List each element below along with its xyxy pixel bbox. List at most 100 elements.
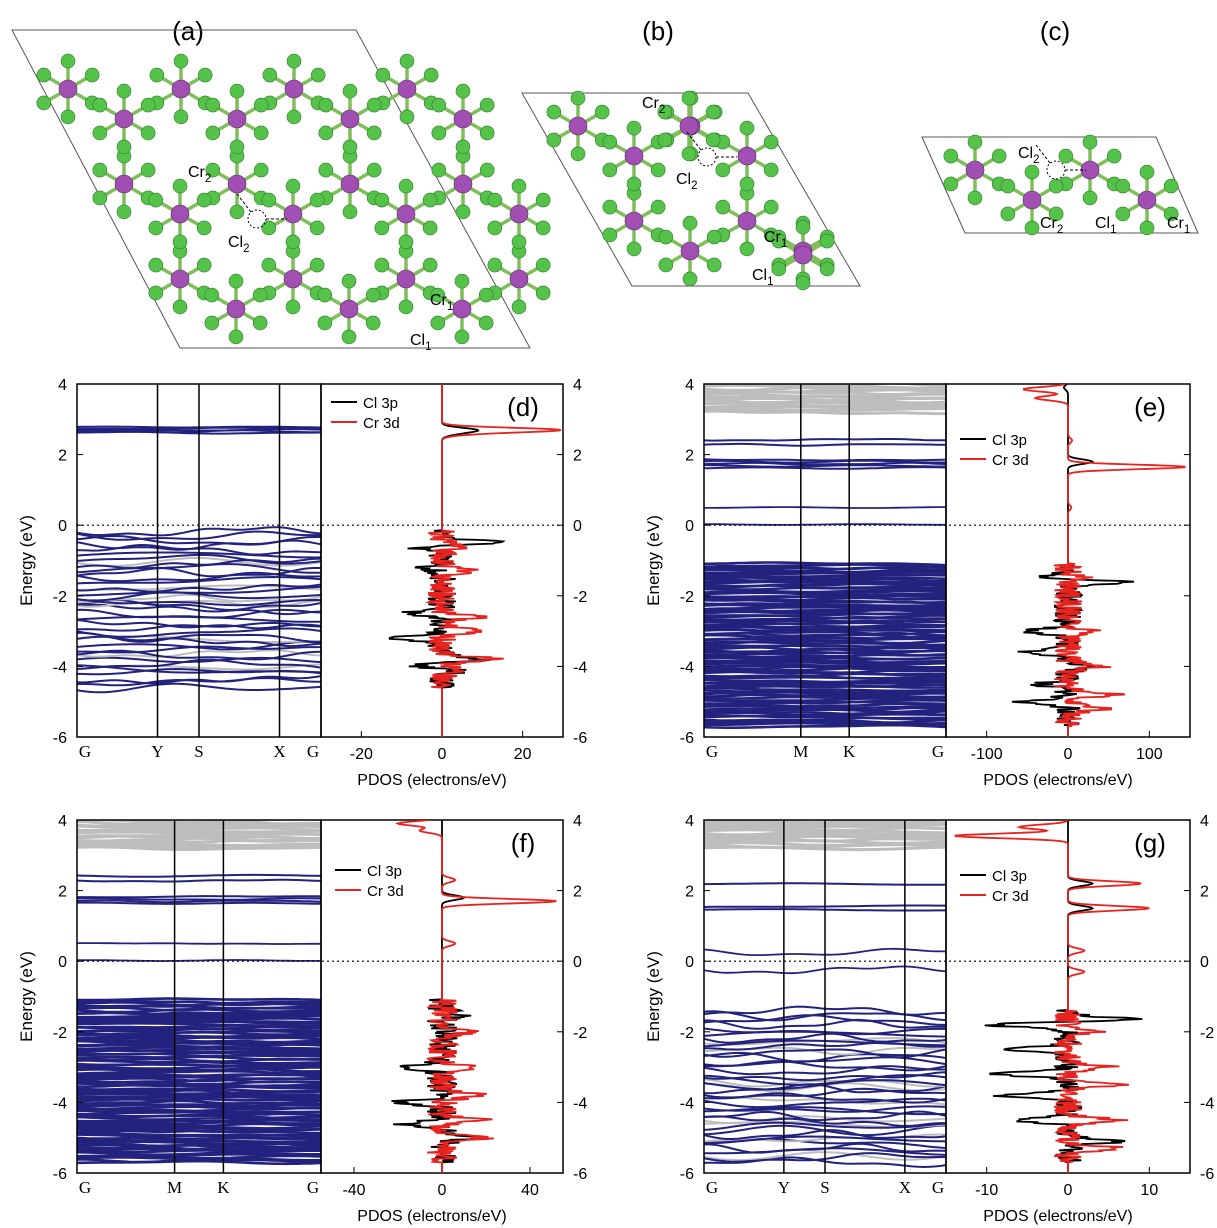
chlorine-atom [602,227,618,243]
midgap-band [704,523,946,526]
chlorine-atom [116,204,132,220]
x-tick-label: 100 [1136,746,1163,763]
chlorine-atom [511,234,527,250]
chlorine-atom [204,315,220,331]
y-tick-label-right: -4 [1200,1095,1214,1112]
legend-label: Cl 3p [363,395,398,412]
y-tick-label-right: 0 [573,954,582,971]
chlorine-atom [36,95,52,111]
chlorine-atom [455,204,471,220]
vacancy-dash [236,193,252,213]
chlorine-atom [706,229,722,245]
chlorine-atom [148,220,164,236]
chlorine-atom [705,104,721,120]
valence-band [704,621,946,627]
kpoint-label: M [793,742,808,761]
chlorine-atom [253,97,269,113]
cl3p-pdos-curve [391,820,479,1173]
y-tick-label: -6 [53,730,67,747]
conduction-band [704,442,946,447]
valence-band [704,697,946,703]
chlorine-atom [1000,206,1016,222]
valence-band [704,643,946,648]
label-cr2: Cr2 [1040,215,1063,236]
crystal-structures: (a) Cr2 Cl2 Cr1 Cl1 (b) Cr2 Cl2 Cr1 Cl1 (c) Cr2 Cl2 C… [11,16,1199,353]
x-tick-label: -10 [975,1182,998,1199]
chlorine-atom [205,162,221,178]
kpoint-label: G [932,742,944,761]
chlorine-atom [116,83,132,99]
chlorine-atom [261,192,277,208]
unit-cell-outline [11,29,531,349]
midgap-band [77,959,321,962]
chlorine-atom [341,329,357,345]
chlorine-atom [342,83,358,99]
valence-band [77,1151,321,1156]
conduction-band [704,464,946,468]
chlorine-atom [286,53,302,69]
x-tick-label: -20 [350,746,373,763]
chlorine-atom [205,125,221,141]
chlorine-atom [318,97,334,113]
y-tick-label-right: -2 [573,1025,587,1042]
valence-band [77,1072,321,1078]
chlorine-atom [92,190,108,206]
y-tick-label: 0 [58,954,67,971]
chlorine-atom [546,104,562,120]
conduction-band [77,895,321,899]
chlorine-atom [1024,220,1040,236]
label-cl1: Cl1 [752,267,774,288]
chromium-atom [509,269,529,289]
chlorine-atom [967,190,983,206]
chlorine-atom [253,162,269,178]
chlorine-atom [771,233,787,249]
valence-band [704,686,946,693]
chlorine-atom [60,109,76,125]
chlorine-atom [92,125,108,141]
chromium-atom [227,174,247,194]
chlorine-atom [570,90,586,106]
chlorine-atom [535,257,551,273]
chlorine-atom [365,315,381,331]
chlorine-atom [682,271,698,287]
chlorine-atom [285,299,301,315]
chlorine-atom [487,220,503,236]
chlorine-atom [1082,134,1098,150]
kpoint-label: G [307,742,319,761]
chlorine-atom [479,162,495,178]
chromium-atom [283,204,303,224]
legend-label: Cr 3d [992,888,1029,905]
chlorine-atom [715,162,731,178]
y-tick-label: -2 [53,589,67,606]
chlorine-atom [1115,206,1131,222]
x-tick-label: -100 [971,746,1003,763]
legend-label: Cl 3p [992,432,1027,449]
chromium-atom [170,204,190,224]
panel-label: (f) [511,828,536,858]
panel-label: (e) [1134,392,1166,422]
valence-band [704,594,946,599]
label-cr1: Cr1 [764,229,787,250]
structure-panel: (b) Cr2 Cl2 Cr1 Cl1 [521,16,861,291]
chlorine-atom [511,299,527,315]
spin-down-band [77,841,321,848]
y-tick-label-right: -6 [573,1166,587,1183]
atoms [943,134,1179,236]
y-tick-label-right: 4 [1200,813,1209,830]
chlorine-atom [92,97,108,113]
x-tick-label: 10 [1140,1182,1158,1199]
chlorine-atom [795,275,811,291]
chromium-atom [1137,190,1157,210]
chlorine-atom [398,178,414,194]
chlorine-atom [310,67,326,83]
chlorine-atom [229,204,245,220]
chlorine-atom [602,134,618,150]
chromium-atom [170,269,190,289]
chlorine-atom [286,109,302,125]
chlorine-atom [140,162,156,178]
chlorine-atom [1139,164,1155,180]
y-tick-label: -2 [680,589,694,606]
chromium-atom [396,269,416,289]
valence-band [704,596,946,602]
chlorine-atom [763,199,779,215]
